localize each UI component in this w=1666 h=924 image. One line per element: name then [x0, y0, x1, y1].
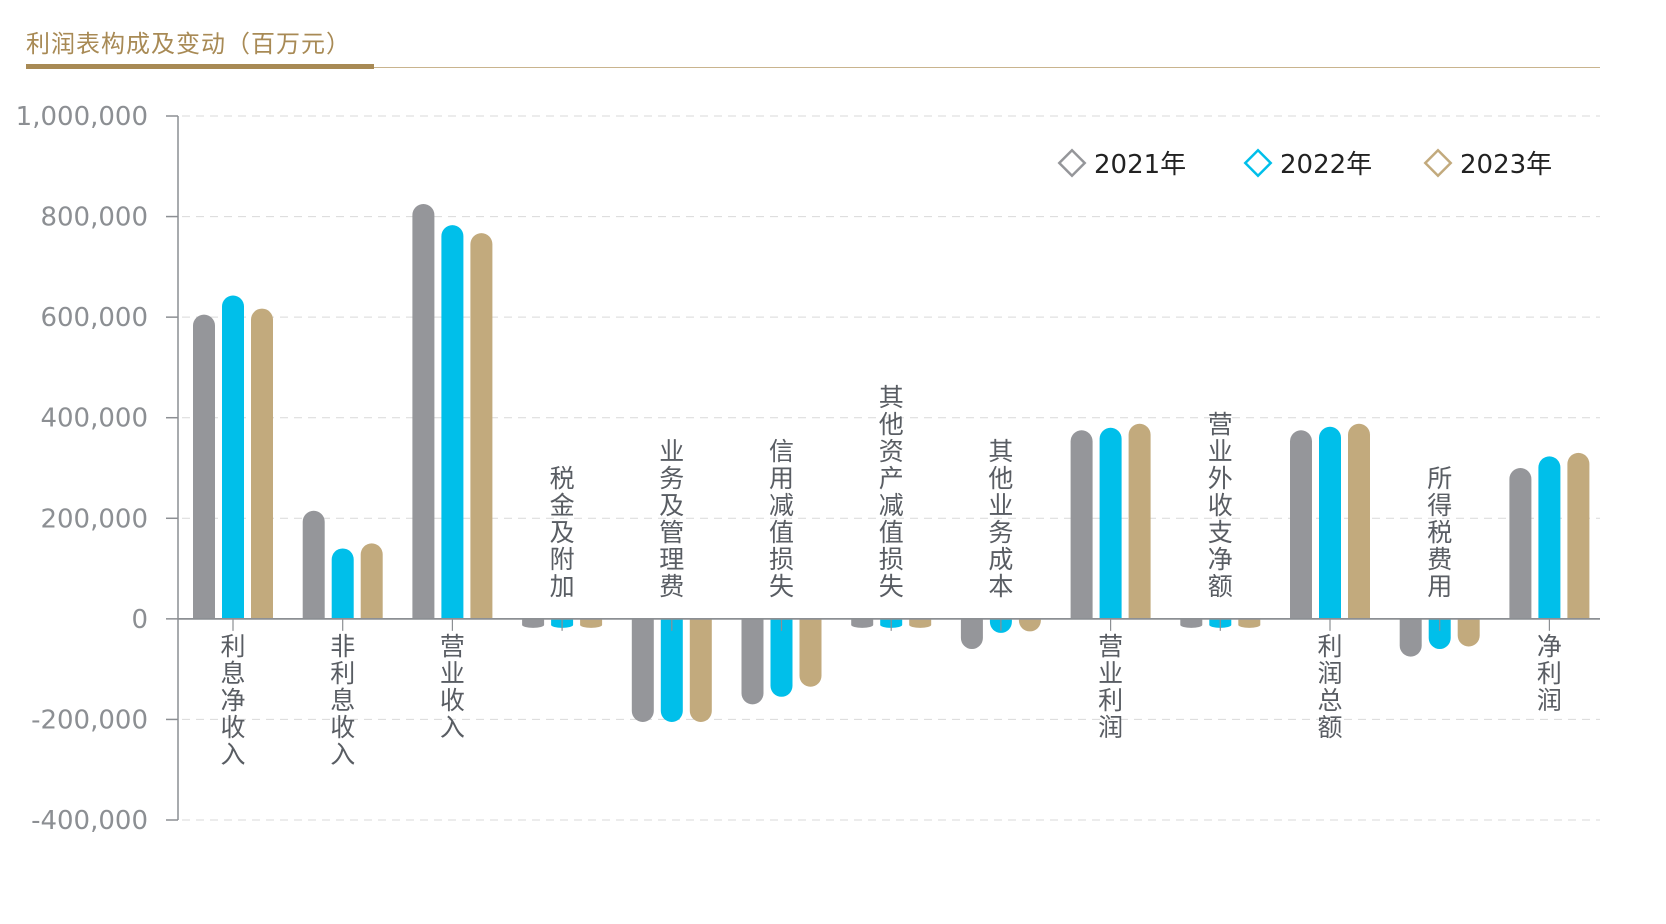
chart-title: 利润表构成及变动（百万元） — [26, 30, 351, 58]
bar-2023年-所得税费用 — [1457, 618, 1480, 647]
y-tick-label: 400,000 — [40, 404, 148, 434]
bar-2023年-利润总额 — [1348, 423, 1370, 619]
category-label: 所得税费用 — [1427, 464, 1452, 601]
bar-2022年-业务及管理费 — [660, 618, 683, 722]
bar-2021年-营业外收支净额 — [1180, 618, 1203, 628]
bar-2023年-营业利润 — [1128, 423, 1151, 619]
category-label: 净利润 — [1537, 632, 1562, 715]
legend-diamond-icon — [1243, 148, 1273, 178]
y-tick-label: 600,000 — [40, 303, 148, 333]
bar-2023年-税金及附加 — [580, 618, 603, 628]
bar-2023年-非利息收入 — [360, 543, 383, 619]
bar-2021年-净利润 — [1509, 468, 1532, 619]
y-tick-label: 0 — [131, 605, 148, 635]
y-tick-label: 200,000 — [40, 504, 148, 534]
legend-diamond-icon — [1057, 148, 1087, 178]
bar-2023年-利息净收入 — [251, 308, 273, 619]
bar-2023年-业务及管理费 — [689, 618, 712, 722]
bar-2021年-税金及附加 — [522, 618, 545, 628]
bar-2021年-营业利润 — [1070, 430, 1093, 619]
legend-diamond-icon — [1423, 148, 1453, 178]
category-label: 其他业务成本 — [988, 437, 1013, 601]
category-label: 业务及管理费 — [659, 437, 684, 601]
bar-2022年-所得税费用 — [1428, 618, 1451, 650]
bar-2022年-营业利润 — [1099, 427, 1122, 619]
title-accent-bar — [26, 64, 374, 69]
bar-2021年-非利息收入 — [302, 510, 325, 619]
bar-2023年-净利润 — [1567, 452, 1590, 619]
bar-2023年-信用减值损失 — [799, 618, 822, 687]
bar-2021年-信用减值损失 — [741, 618, 764, 705]
bar-2023年-其他资产减值损失 — [909, 618, 932, 628]
category-label: 利息净收入 — [220, 632, 245, 769]
bar-2022年-非利息收入 — [331, 548, 354, 619]
category-label: 营业外收支净额 — [1208, 410, 1233, 601]
legend-label: 2023年 — [1460, 150, 1552, 180]
category-label: 利润总额 — [1317, 632, 1342, 742]
category-label: 营业收入 — [440, 632, 465, 742]
bar-2022年-净利润 — [1538, 456, 1561, 619]
bar-2021年-其他资产减值损失 — [851, 618, 874, 628]
y-tick-label: 800,000 — [40, 203, 148, 233]
bar-2021年-业务及管理费 — [631, 618, 654, 722]
y-tick-label: -400,000 — [31, 806, 148, 836]
category-label: 信用减值损失 — [769, 437, 794, 601]
bar-2022年-营业收入 — [441, 225, 464, 619]
bar-2021年-所得税费用 — [1399, 618, 1422, 657]
y-tick-label: -200,000 — [31, 705, 148, 735]
bar-2021年-利息净收入 — [193, 314, 215, 619]
bar-2023年-营业外收支净额 — [1238, 618, 1261, 628]
y-tick-label: 1,000,000 — [16, 102, 148, 132]
bar-2021年-营业收入 — [412, 204, 435, 619]
bar-2022年-利润总额 — [1319, 426, 1341, 619]
legend-label: 2021年 — [1094, 150, 1186, 180]
category-label: 税金及附加 — [550, 464, 575, 601]
bar-2023年-其他业务成本 — [1018, 618, 1041, 632]
title-underline — [26, 67, 1600, 68]
legend-label: 2022年 — [1280, 150, 1372, 180]
category-label: 非利息收入 — [330, 632, 355, 769]
bar-2022年-利息净收入 — [222, 295, 244, 619]
bar-2023年-营业收入 — [470, 233, 493, 619]
category-label: 营业利润 — [1098, 632, 1123, 742]
bar-2021年-其他业务成本 — [960, 618, 983, 650]
bar-2022年-信用减值损失 — [770, 618, 793, 697]
bar-2021年-利润总额 — [1290, 430, 1312, 619]
category-label: 其他资产减值损失 — [879, 383, 904, 601]
